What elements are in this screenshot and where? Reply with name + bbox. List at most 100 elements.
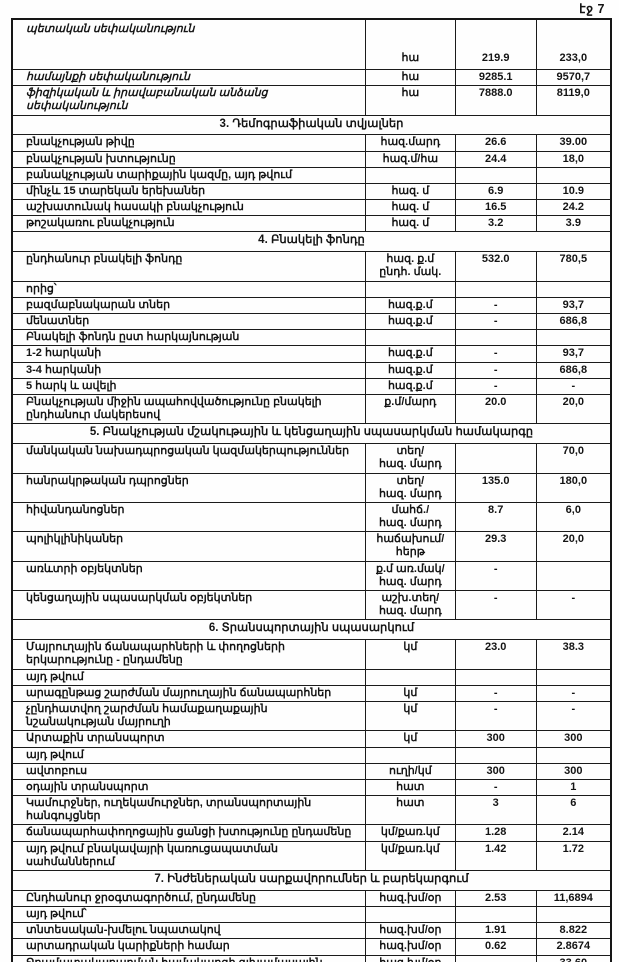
value-col1-cell: -	[454, 377, 537, 395]
table-row: աշխատունակ հասակի բնակչություն հազ. մ 16.5…	[11, 199, 612, 217]
indicator-name-cell: այդ թվում բնակավայրի կառուցապատման սահմա…	[11, 840, 366, 872]
indicator-name-cell: թոշակառու բնակչություն	[11, 215, 366, 233]
table-row: առևտրի օբյեկտներ ք.մ առ.մակ/ հազ. մարդ -	[11, 560, 612, 592]
indicator-name-cell: չընդհատվող շարժման համաքաղաքային նշանակո…	[11, 700, 366, 732]
value-col1-cell: 0.62	[454, 938, 537, 956]
value-col1-cell: 135.0	[454, 472, 537, 503]
value-col2-cell: 300	[535, 762, 612, 780]
table-row: մինչև 15 տարեկան երեխաներ հազ. մ 6.9 10.9	[11, 182, 612, 201]
unit-cell: կմ	[364, 684, 456, 702]
value-col2-cell	[535, 746, 612, 764]
value-col2-cell: 10.9	[535, 182, 612, 201]
section-header-row: 7. Ինժեներական սարքավորումներ և բարեկարգ…	[11, 870, 612, 891]
value-col2-cell: 686,8	[535, 361, 612, 379]
value-col1-cell: 29.3	[454, 531, 537, 562]
value-col1-cell: -	[454, 296, 537, 315]
unit-cell	[364, 166, 456, 184]
value-col1-cell: 20.0	[454, 393, 537, 425]
value-col2-cell: 93,7	[535, 296, 612, 315]
value-col1-cell	[454, 905, 537, 924]
indicator-name-cell: Արտաքին տրանսպորտ	[11, 730, 366, 748]
table-row: հիվանդանոցներ մահճ./ հազ. մարդ 8.7 6,0	[11, 501, 612, 533]
value-col2-cell: 1.72	[535, 840, 612, 872]
value-col2-cell: 93,7	[535, 345, 612, 363]
value-col2-cell: 20,0	[535, 393, 612, 425]
table-row: Կամուրջներ, ուղեկամուրջներ, տրանսպորտայի…	[11, 795, 612, 826]
unit-cell	[364, 905, 456, 924]
table-row: 3-4 հարկանի հազ.ք.մ -686,8	[11, 361, 612, 379]
unit-cell: հազ.մ/հա	[364, 150, 456, 168]
table-row: հանրակրթական դպրոցներ տեղ/ հազ. մարդ 135.0…	[11, 472, 612, 503]
table-row: 5 հարկ և ավելի հազ.ք.մ - -	[11, 377, 612, 395]
unit-cell	[364, 668, 456, 686]
unit-cell: հազ.ք.մ	[364, 361, 456, 379]
indicator-name-cell: Բնակելի ֆոնդն ըստ հարկայնության	[11, 329, 366, 347]
value-col2-cell: 20,0	[535, 531, 612, 562]
value-col2-cell: -	[535, 590, 612, 621]
unit-cell: հազ.մարդ	[364, 134, 456, 152]
indicator-name-cell: Կամուրջներ, ուղեկամուրջներ, տրանսպորտայի…	[11, 795, 366, 826]
value-col2-cell: 11,6894	[535, 889, 612, 907]
unit-cell: հազ.ք.մ	[364, 377, 456, 395]
unit-cell: տեղ/ հազ. մարդ	[364, 443, 456, 474]
unit-cell: հաճախում/ հերթ	[364, 531, 456, 562]
indicator-name-cell: կենցաղային սպասարկման օբյեկտներ	[11, 590, 366, 621]
table-row: բնակչության խտությունը հազ.մ/հա 24.4 18,0	[11, 150, 612, 168]
value-col2-cell: 8119,0	[535, 85, 612, 116]
value-col1-cell: 300	[454, 762, 537, 780]
unit-cell	[364, 329, 456, 347]
unit-cell: տեղ/ հազ. մարդ	[364, 472, 456, 503]
value-col1-cell: 300	[454, 730, 537, 748]
unit-cell: մահճ./ հազ. մարդ	[364, 501, 456, 533]
value-col1-cell: -	[454, 778, 537, 797]
table-row: թոշակառու բնակչություն հազ. մ 3.2 3.9	[11, 215, 612, 233]
indicator-name-cell: արտադրական կարիքների համար	[11, 938, 366, 956]
unit-cell: հազ.խմ/օր	[364, 938, 456, 956]
page-number-label: էջ 7	[579, 2, 605, 16]
indicator-name-cell: այդ թվում՝	[11, 905, 366, 924]
indicator-name-cell: աշխատունակ հասակի բնակչություն	[11, 199, 366, 217]
value-col2-cell: 18,0	[535, 150, 612, 168]
section-title: 6. Տրանսպորտային սպասարկում	[11, 619, 612, 641]
value-col2-cell: 686,8	[535, 313, 612, 331]
unit-cell: հատ	[364, 795, 456, 826]
unit-cell: ուղի/կմ	[364, 762, 456, 780]
value-col1-cell: 219.9	[454, 18, 537, 70]
value-col2-cell: 70,0	[535, 443, 612, 474]
indicator-name-cell: ֆիզիկական և իրավաբանական անձանց սեփականո…	[11, 85, 366, 116]
unit-cell: հա	[364, 85, 456, 116]
value-col1-cell: -	[454, 684, 537, 702]
value-col2-cell: 1	[535, 778, 612, 797]
indicator-name-cell: Ընդհանուր ջրօգտագործում, ընդամենը	[11, 889, 366, 907]
value-col2-cell: 33.60	[535, 954, 612, 962]
indicator-name-cell: 3-4 հարկանի	[11, 361, 366, 379]
table-row: ֆիզիկական և իրավաբանական անձանց սեփականո…	[11, 85, 612, 116]
value-col2-cell: 24.2	[535, 199, 612, 217]
unit-cell: հազ.խմ/օր	[364, 954, 456, 962]
indicator-name-cell: այդ թվում	[11, 746, 366, 764]
section-header-row: 4. Բնակելի ֆոնդը	[11, 231, 612, 253]
table-row: կենցաղային սպասարկման օբյեկտներ աշխ.տեղ/ …	[11, 590, 612, 621]
value-col1-cell: 2.53	[454, 889, 537, 907]
indicators-table: պետական սեփականություն հա 219.9 233,0 համայն…	[11, 18, 612, 962]
unit-cell: հազ. մ	[364, 182, 456, 201]
indicator-name-cell: հանրակրթական դպրոցներ	[11, 472, 366, 503]
value-col1-cell: -	[454, 313, 537, 331]
table-row: Մայրուղային ճանապարհների և փողոցների երկ…	[11, 639, 612, 670]
value-col2-cell: 38.3	[535, 639, 612, 670]
section-title: 7. Ինժեներական սարքավորումներ և բարեկարգ…	[11, 870, 612, 891]
indicator-name-cell: Բնակչության միջին ապահովվածությունը բնակ…	[11, 393, 366, 425]
table-row: արագընթաց շարժման մայրուղային ճանապարհնե…	[11, 684, 612, 702]
indicator-name-cell: օդային տրանսպորտ	[11, 778, 366, 797]
table-row: այդ թվում՝	[11, 905, 612, 924]
value-col2-cell	[535, 905, 612, 924]
value-col2-cell: 6	[535, 795, 612, 826]
value-col2-cell: 8.822	[535, 922, 612, 940]
indicator-name-cell: ավտոբուս	[11, 762, 366, 780]
value-col2-cell: 2.8674	[535, 938, 612, 956]
indicator-name-cell: բնակչության թիվը	[11, 134, 366, 152]
value-col2-cell: 300	[535, 730, 612, 748]
table-row: որից՝	[11, 280, 612, 298]
table-row: պետական սեփականություն հա 219.9 233,0	[11, 18, 612, 70]
